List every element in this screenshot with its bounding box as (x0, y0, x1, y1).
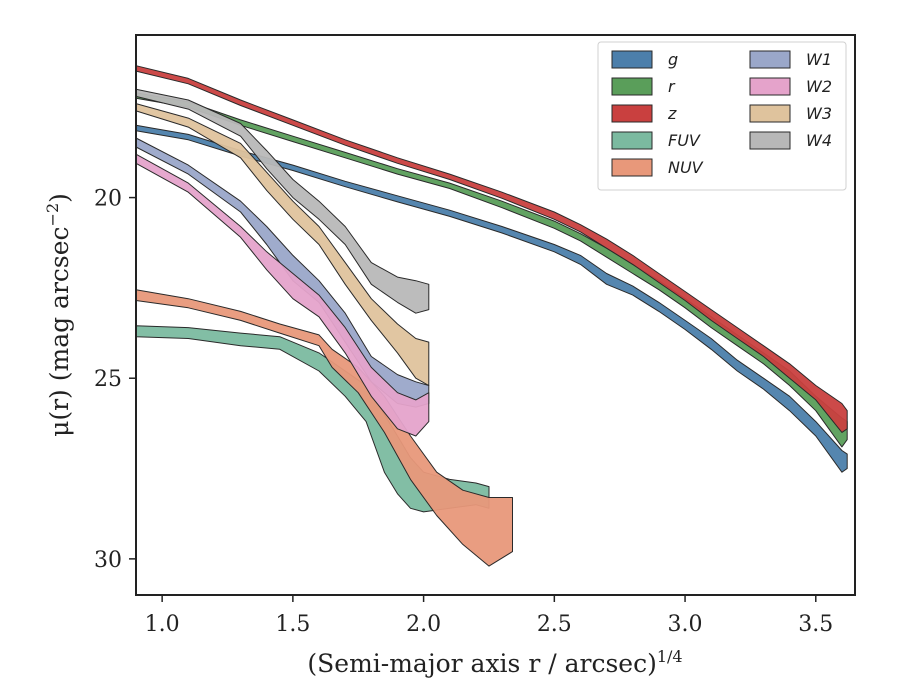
legend-label-w3: W3 (806, 104, 832, 123)
band-w4 (135, 88, 430, 314)
x-tick-label: 3.0 (668, 612, 703, 637)
band-nuv (135, 289, 513, 567)
y-axis-label-text: μ(r) (mag arcsec (45, 226, 74, 436)
x-tick-label: 3.5 (798, 612, 833, 637)
legend-swatch-w2 (749, 77, 791, 96)
legend-label-nuv: NUV (668, 158, 704, 177)
plot-frame (135, 34, 856, 596)
x-tick-label: 1.0 (145, 612, 180, 637)
legend-swatch-nuv (611, 158, 653, 177)
band-g (135, 124, 848, 473)
legend-swatch-w1 (749, 50, 791, 69)
legend-label-r: r (668, 77, 676, 96)
legend-swatch-fuv (611, 131, 653, 150)
band-z (135, 65, 848, 433)
band-r (135, 92, 848, 448)
legend-swatch-w4 (749, 131, 791, 150)
y-tick-label: 25 (94, 367, 122, 392)
band-w2 (135, 153, 430, 437)
legend-label-w4: W4 (806, 131, 832, 150)
legend-swatch-g (611, 50, 653, 69)
band-w3 (135, 103, 430, 386)
legend-label-w1: W1 (806, 50, 832, 69)
y-tick-label: 30 (94, 548, 122, 573)
legend-label-z: z (667, 104, 677, 123)
x-axis-label-exponent: 1/4 (657, 647, 683, 666)
legend-label-g: g (668, 50, 678, 69)
legend-label-w2: W2 (806, 77, 832, 96)
x-tick-label: 1.5 (275, 612, 310, 637)
y-axis-label: μ(r) (mag arcsec−2) (43, 193, 74, 437)
data-bands (135, 65, 848, 567)
axis-ticks: 1.0 1.5 2.0 2.5 3.0 3.5 20 25 30 (94, 187, 833, 637)
x-tick-label: 2.0 (406, 612, 441, 637)
y-axis-label-close: ) (45, 193, 74, 203)
y-axis-label-exponent: −2 (43, 203, 62, 227)
y-tick-label: 20 (94, 187, 122, 212)
legend-swatch-z (611, 104, 653, 123)
x-axis-label-text: (Semi-major axis r / arcsec) (307, 649, 656, 678)
legend-label-fuv: FUV (668, 131, 701, 150)
legend-swatch-w3 (749, 104, 791, 123)
x-tick-label: 2.5 (537, 612, 572, 637)
legend-swatch-r (611, 77, 653, 96)
x-axis-label: (Semi-major axis r / arcsec)1/4 (307, 647, 682, 678)
legend: grz FUV NUV W1 W2 W3 W4 (597, 41, 847, 191)
